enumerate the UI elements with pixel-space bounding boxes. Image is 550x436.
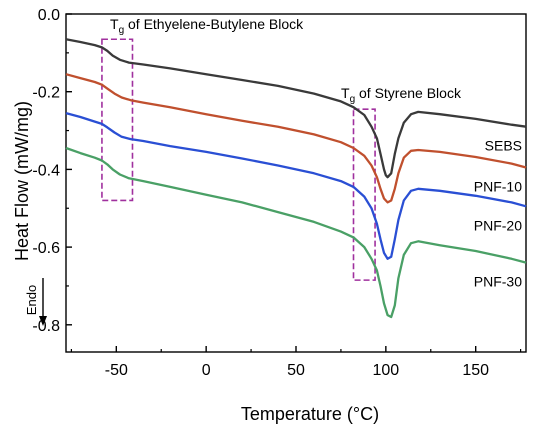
- series-line-pnf-10: [65, 73, 527, 204]
- highlight-box-1: [101, 38, 134, 202]
- y-axis-title: Heat Flow (mW/mg): [12, 101, 32, 261]
- tg-styrene-symbol: T: [341, 85, 350, 101]
- tg-styrene-subscript: g: [350, 94, 356, 105]
- series-line-pnf-30: [65, 146, 527, 319]
- plot-border: [65, 13, 527, 353]
- x-tick-label: -50: [105, 362, 128, 379]
- series-label-pnf-10: PNF-10: [474, 178, 522, 194]
- x-axis-title: Temperature (°C): [241, 404, 379, 424]
- y-tick-label: 0.0: [38, 7, 60, 24]
- x-tick-label: 150: [462, 362, 489, 379]
- series-group: SEBS PNF-10 PNF-20 PNF-30: [65, 38, 527, 319]
- series-label-pnf-20: PNF-20: [474, 217, 522, 233]
- y-tick-label: -0.4: [32, 162, 60, 179]
- tg-eb-subscript: g: [119, 25, 125, 36]
- tg-eb-symbol: T: [110, 16, 119, 32]
- highlight-box-2: [352, 108, 376, 281]
- x-tick-label: 100: [372, 362, 399, 379]
- plot-frame: [65, 13, 527, 353]
- highlight-boxes: [101, 38, 376, 281]
- series-label-sebs: SEBS: [485, 138, 522, 154]
- endo-arrow-icon: [39, 316, 47, 326]
- x-tick-label: 50: [287, 362, 305, 379]
- y-tick-label: -0.6: [32, 240, 60, 257]
- tg-eb-text: of Ethyelene-Butylene Block: [124, 16, 304, 32]
- series-line-sebs: [65, 38, 527, 179]
- y-tick-label: -0.2: [32, 85, 60, 102]
- tg-ethylene-butylene-annotation: Tg of Ethyelene-Butylene Block: [110, 16, 304, 36]
- tg-styrene-text: of Styrene Block: [355, 85, 462, 101]
- axes-group: -50 0 50 100 150 0.0 -0.2 -0.4 -0.6 -0.8: [32, 7, 522, 379]
- series-line-pnf-20: [65, 111, 527, 260]
- x-tick-label: 0: [202, 362, 211, 379]
- tg-styrene-annotation: Tg of Styrene Block: [341, 85, 462, 105]
- y-tick-label: -0.8: [32, 318, 60, 335]
- series-label-pnf-30: PNF-30: [474, 274, 522, 290]
- endo-label: Endo: [24, 285, 39, 315]
- endo-indicator: Endo: [24, 278, 47, 326]
